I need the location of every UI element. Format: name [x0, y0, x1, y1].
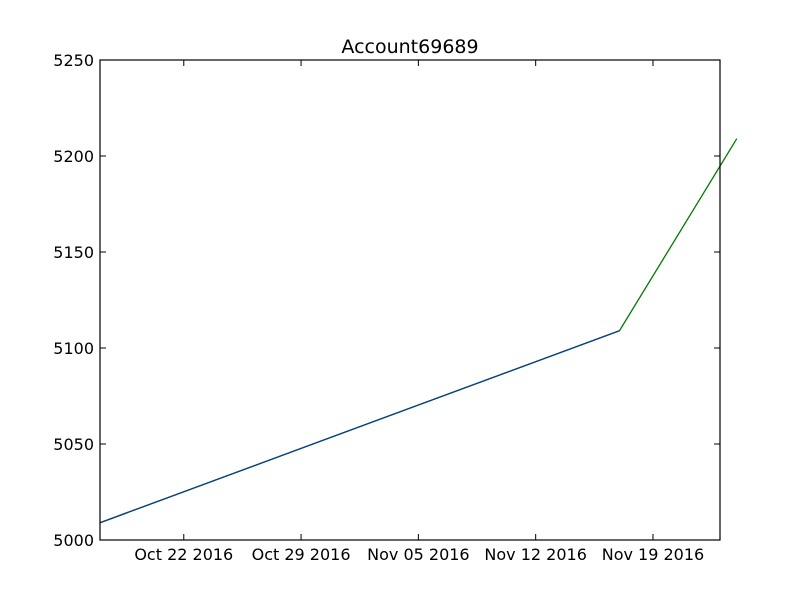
- y-tick-label-4: 5200: [53, 147, 94, 166]
- x-tick-label-2: Nov 05 2016: [367, 545, 469, 564]
- x-tick-label-4: Nov 19 2016: [602, 545, 704, 564]
- y-tick-label-0: 5000: [53, 531, 94, 550]
- x-tick-label-1: Oct 29 2016: [252, 545, 351, 564]
- y-tick-label-5: 5250: [53, 51, 94, 70]
- series-layer: [99, 138, 738, 524]
- y-tick-label-2: 5100: [53, 339, 94, 358]
- chart-title: Account69689: [341, 36, 478, 58]
- x-tick-label-0: Oct 22 2016: [134, 545, 233, 564]
- series-line-1: [99, 330, 620, 524]
- series-line-0: [99, 138, 738, 524]
- y-tick-label-1: 5050: [53, 435, 94, 454]
- y-axis: 5000 5050 5100 5150 5200 5250: [53, 51, 720, 550]
- x-tick-label-3: Nov 12 2016: [484, 545, 586, 564]
- y-tick-label-3: 5150: [53, 243, 94, 262]
- x-axis: Oct 22 2016 Oct 29 2016 Nov 05 2016 Nov 12 …: [134, 60, 704, 564]
- plot-frame: [99, 59, 721, 541]
